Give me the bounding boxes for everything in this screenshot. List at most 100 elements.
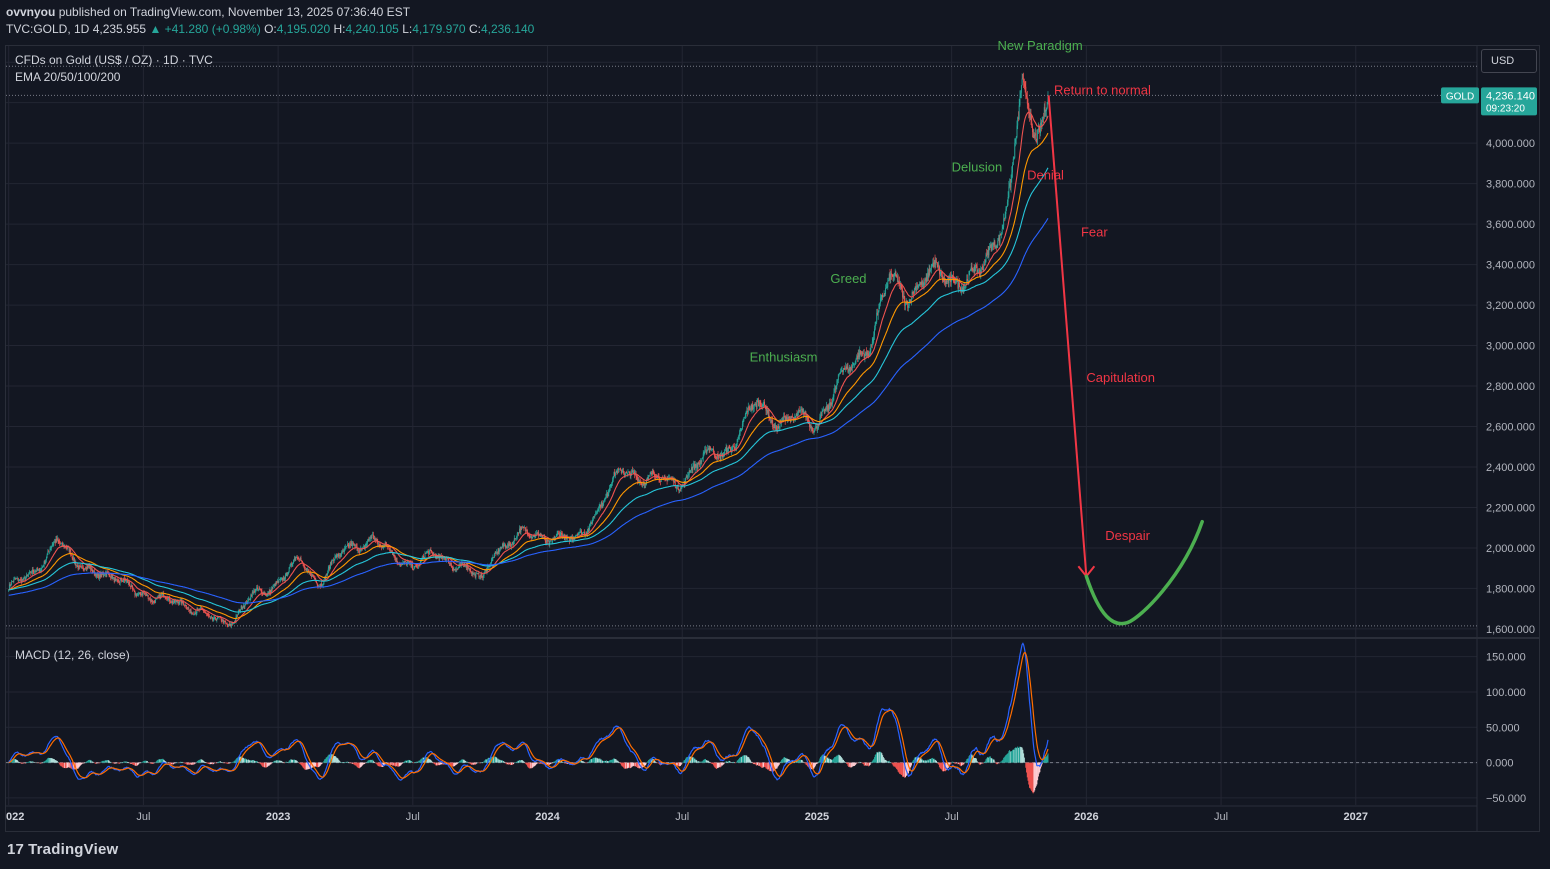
macd-bar — [865, 762, 867, 766]
macd-bar — [358, 762, 360, 769]
macd-bar — [946, 762, 948, 770]
candle-body — [967, 280, 969, 282]
series-legend[interactable]: CFDs on Gold (US$ / OZ) · 1D · TVC — [15, 53, 213, 67]
candle-body — [1037, 130, 1039, 140]
macd-bar — [746, 755, 748, 763]
candle-body — [188, 608, 190, 610]
macd-bar — [29, 761, 31, 763]
currency-button[interactable]: USD — [1481, 49, 1537, 73]
ema-legend[interactable]: EMA 20/50/100/200 — [15, 70, 121, 84]
candle-body — [27, 574, 29, 576]
macd-bar — [200, 759, 202, 763]
candle-body — [349, 543, 351, 546]
macd-bar — [318, 762, 320, 768]
macd-bar — [265, 762, 267, 768]
macd-bar — [107, 760, 109, 763]
macd-bar — [611, 759, 613, 763]
macd-bar — [934, 759, 936, 763]
macd-bar — [21, 762, 23, 764]
macd-bar — [200, 759, 202, 763]
macd-bar — [453, 762, 455, 767]
candle-body — [911, 291, 913, 300]
candle-body — [726, 447, 728, 453]
candle-body — [387, 546, 389, 548]
price-tick-label: 1,600.000 — [1486, 624, 1535, 636]
macd-bar — [526, 762, 528, 766]
candle-body — [829, 402, 831, 406]
candle-body — [747, 410, 749, 413]
macd-bar — [553, 761, 555, 763]
macd-bar — [731, 762, 733, 763]
macd-bar — [693, 758, 695, 763]
macd-bar — [907, 762, 909, 774]
macd-bar — [555, 759, 557, 763]
macd-bar — [501, 760, 503, 763]
macd-bar — [431, 761, 433, 763]
candle-body — [173, 600, 175, 603]
candle-body — [984, 262, 986, 265]
macd-bar — [379, 762, 381, 767]
macd-bar — [119, 762, 121, 764]
macd-bar — [152, 762, 154, 764]
candle-body — [383, 546, 385, 548]
macd-bar — [1012, 750, 1014, 763]
macd-bar — [1014, 748, 1016, 763]
tradingview-logo[interactable]: 17 TradingView — [7, 841, 119, 858]
macd-bar — [738, 758, 740, 763]
candle-body — [501, 546, 503, 548]
candle-body — [769, 417, 771, 419]
macd-bar — [860, 762, 862, 763]
candle-body — [685, 477, 687, 485]
macd-bar — [893, 762, 895, 767]
macd-bar — [310, 762, 312, 769]
macd-bar — [480, 762, 482, 763]
macd-bar — [902, 762, 904, 777]
macd-bar — [215, 762, 217, 764]
candle-body — [466, 564, 468, 568]
candle-body — [532, 536, 534, 538]
candle-body — [31, 572, 33, 574]
candle-body — [155, 598, 157, 600]
candle-body — [572, 537, 574, 541]
macd-bar — [77, 762, 79, 769]
macd-bar — [566, 762, 568, 764]
macd-bar — [283, 762, 285, 764]
macd-bar — [728, 760, 730, 763]
candle-body — [981, 267, 983, 269]
macd-legend[interactable]: MACD (12, 26, close) — [15, 648, 130, 662]
ema200-line — [8, 218, 1049, 604]
macd-bar — [917, 757, 919, 763]
macd-bar — [496, 757, 498, 763]
candle-body — [254, 591, 256, 593]
candle-body — [660, 481, 661, 483]
candle-body — [731, 448, 733, 450]
macd-bar — [964, 762, 966, 763]
candle-body — [925, 277, 927, 281]
macd-bar — [316, 762, 318, 768]
macd-bar — [1013, 749, 1015, 763]
candle-body — [426, 552, 427, 554]
macd-bar — [16, 760, 18, 763]
macd-bar — [1016, 747, 1018, 763]
macd-bar — [879, 751, 881, 763]
candle-body — [909, 299, 911, 302]
macd-bar — [253, 760, 255, 763]
candle-body — [733, 446, 734, 448]
macd-bar — [844, 762, 846, 763]
macd-bar — [558, 759, 560, 763]
candle-body — [358, 550, 360, 552]
macd-bar — [1017, 747, 1019, 763]
macd-bar — [12, 759, 14, 763]
macd-bar — [781, 759, 783, 763]
candle-body — [83, 569, 85, 570]
candle-body — [121, 579, 123, 582]
macd-bar — [28, 761, 30, 763]
candle-body — [931, 264, 933, 266]
candle-body — [477, 573, 479, 574]
macd-bar — [25, 762, 27, 764]
macd-bar — [760, 762, 762, 767]
candle-body — [817, 428, 819, 430]
macd-bar — [333, 755, 335, 763]
macd-bar — [816, 762, 818, 764]
